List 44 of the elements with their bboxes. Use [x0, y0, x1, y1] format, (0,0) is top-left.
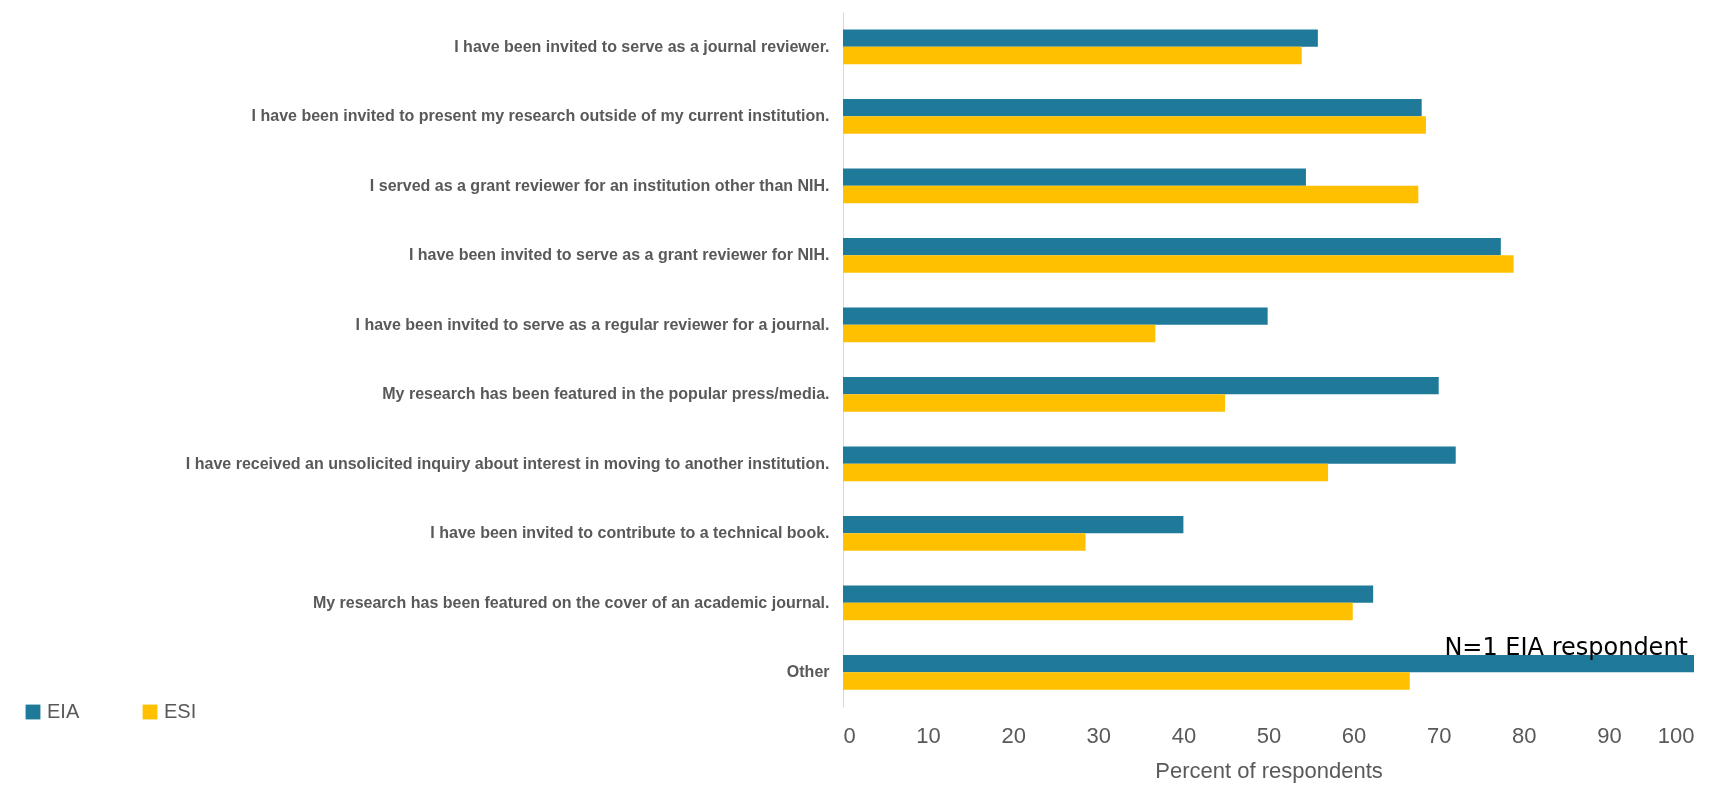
x-tick-label: 50 [1256, 722, 1282, 748]
legend-label: ESI [164, 700, 197, 722]
y-tick-label: I have been invited to serve as a regular reviewer for a journal. [355, 315, 830, 333]
bar [843, 463, 1329, 482]
y-tick-label: My research has been featured in the popular press/media. [382, 385, 830, 403]
x-tick-label: 40 [1171, 722, 1197, 748]
bar [843, 446, 1456, 464]
legend-label: EIA [47, 700, 80, 722]
bar [843, 46, 1302, 65]
y-tick-label: I have been invited to serve as a journal reviewer. [454, 37, 830, 55]
bar [843, 237, 1501, 256]
bar [843, 185, 1419, 204]
bar [843, 98, 1422, 117]
bar [843, 533, 1086, 551]
y-tick-label: Other [786, 663, 830, 681]
y-tick-label: I have received an unsolicited inquiry about interest in moving to another institution. [185, 454, 830, 472]
y-tick-label: I have been invited to contribute to a technical book. [430, 524, 830, 542]
y-tick-label: I served as a grant reviewer for an institution other than NIH. [369, 176, 830, 194]
annotation: N=1 EIA respondent [1444, 633, 1688, 662]
x-tick-label: 30 [1086, 722, 1112, 748]
bar [843, 168, 1306, 186]
bar [843, 376, 1439, 395]
x-tick-label: 10 [916, 722, 941, 748]
bar [843, 29, 1318, 47]
x-tick-label: 20 [1001, 722, 1026, 748]
x-tick-label: 90 [1597, 722, 1622, 748]
bar [843, 116, 1426, 134]
x-tick-label: 60 [1341, 722, 1367, 748]
y-tick-label: I have been invited to present my research outside of my current institution. [251, 107, 830, 125]
bar [843, 307, 1268, 325]
bar [843, 672, 1410, 690]
bar [843, 394, 1226, 412]
x-tick-label: 100 [1657, 722, 1695, 748]
x-tick-label: 80 [1512, 722, 1537, 748]
bar [843, 515, 1184, 534]
y-tick-label: My research has been featured on the cover of an academic journal. [312, 593, 830, 611]
y-tick-label: I have been invited to serve as a grant reviewer for NIH. [408, 246, 830, 264]
x-tick-label: 0 [843, 722, 856, 748]
bar [843, 602, 1353, 621]
bar [843, 324, 1156, 343]
bar [843, 255, 1514, 273]
x-tick-label: 70 [1426, 722, 1452, 748]
x-axis-title: Percent of respondents [1155, 757, 1383, 783]
bar [843, 585, 1374, 603]
